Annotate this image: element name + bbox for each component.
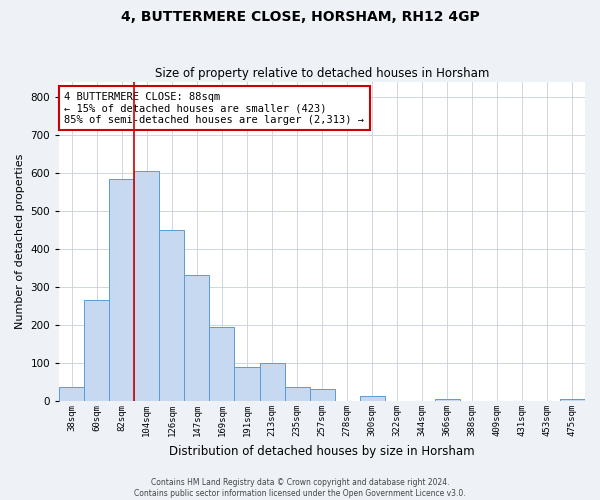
- Bar: [109, 179, 134, 401]
- Bar: [435, 399, 460, 401]
- Text: 4, BUTTERMERE CLOSE, HORSHAM, RH12 4GP: 4, BUTTERMERE CLOSE, HORSHAM, RH12 4GP: [121, 10, 479, 24]
- Bar: [59, 386, 84, 401]
- Bar: [235, 367, 260, 401]
- Y-axis label: Number of detached properties: Number of detached properties: [15, 154, 25, 330]
- Bar: [284, 386, 310, 401]
- Bar: [359, 396, 385, 401]
- Bar: [560, 399, 585, 401]
- X-axis label: Distribution of detached houses by size in Horsham: Distribution of detached houses by size …: [169, 444, 475, 458]
- Bar: [209, 327, 235, 401]
- Bar: [134, 172, 160, 401]
- Bar: [260, 363, 284, 401]
- Text: 4 BUTTERMERE CLOSE: 88sqm
← 15% of detached houses are smaller (423)
85% of semi: 4 BUTTERMERE CLOSE: 88sqm ← 15% of detac…: [64, 92, 364, 125]
- Bar: [160, 230, 184, 401]
- Bar: [310, 389, 335, 401]
- Bar: [184, 275, 209, 401]
- Bar: [84, 300, 109, 401]
- Title: Size of property relative to detached houses in Horsham: Size of property relative to detached ho…: [155, 66, 489, 80]
- Text: Contains HM Land Registry data © Crown copyright and database right 2024.
Contai: Contains HM Land Registry data © Crown c…: [134, 478, 466, 498]
